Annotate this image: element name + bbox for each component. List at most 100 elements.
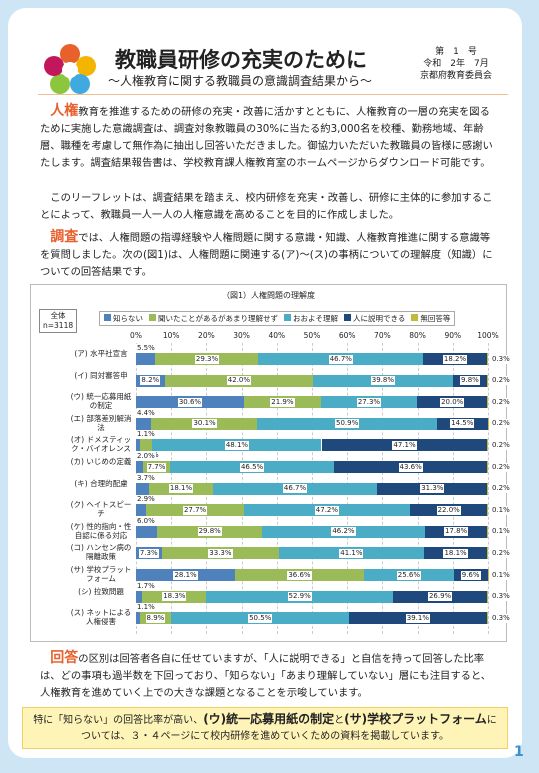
value-label: 1.7%	[136, 581, 156, 591]
value-label: 46.7%	[282, 484, 308, 494]
legend: 知らない 聞いたことがあるがあまり理解せず おおよそ理解 人に説明できる 無回答等	[99, 311, 456, 326]
n-label: n=3118	[43, 321, 74, 330]
paragraph: 人権教育を推進するための研修の充実・改善に活かすとともに、人権教育の一層の充実を…	[40, 103, 500, 172]
value-label: 36.6%	[287, 570, 312, 580]
paragraph: 回答の区別は回答者各自に任せていますが、「人に説明できる」と自信を持って回答した…	[40, 650, 500, 702]
bar-segment	[486, 353, 488, 365]
emphasis: (ウ)統一応募用紙の制定	[203, 712, 335, 726]
value-label: 0.2%	[491, 462, 511, 472]
text: このリーフレットは、調査結果を踏まえ、校内研修を充実・改善し、研修に主体的に参加…	[40, 192, 493, 221]
legend-swatch	[284, 314, 291, 321]
value-label: 18.1%	[168, 484, 194, 494]
total-box: 全体 n=3118	[39, 309, 78, 333]
value-label: 0.2%	[491, 548, 511, 558]
value-label: 47.2%	[314, 505, 340, 515]
value-label: 48.1%	[224, 440, 250, 450]
total-label: 全体	[50, 311, 66, 320]
x-tick-label: 60%	[338, 331, 356, 340]
x-tick-label: 70%	[374, 331, 391, 340]
grid-line	[488, 343, 489, 634]
legend-swatch	[104, 314, 111, 321]
category-label: (ク) ヘイトスピーチ	[70, 500, 132, 519]
subtitle: ～人権教育に関する教職員の意識調査結果から～	[108, 74, 373, 88]
bar-segment	[487, 482, 488, 495]
bar-segment	[487, 590, 489, 603]
value-label: 14.5%	[450, 419, 475, 429]
category-label: (エ) 部落差別解消法	[70, 413, 132, 432]
legend-item: 人に説明できる	[344, 313, 405, 324]
value-label: 0.2%	[491, 419, 511, 429]
org: 京都府教育委員会	[420, 71, 493, 81]
bar-segment	[136, 525, 158, 538]
value-label: 17.8%	[443, 527, 469, 537]
value-label: 0.3%	[491, 592, 511, 602]
bar-segment	[136, 612, 140, 625]
chart-title: （図1）人権問題の理解度	[221, 291, 316, 300]
legend-swatch	[344, 314, 351, 321]
text: 教育を推進するための研修の充実・改善に活かすとともに、人権教育の一層の充実を図る…	[40, 106, 493, 169]
value-label: 33.3%	[208, 548, 233, 558]
value-label: 43.6%	[398, 462, 423, 472]
x-tick-label: 40%	[268, 331, 286, 340]
value-label: 2.9%	[136, 495, 156, 505]
value-label: 0.1%	[491, 527, 511, 537]
category-label: (ア) 水平社宣言	[74, 349, 128, 358]
text: については、３・４ページにて校内研修を進めていくための資料を掲載しています。	[81, 715, 497, 742]
legend-item: 知らない	[104, 313, 143, 324]
value-label: 18.3%	[162, 592, 187, 602]
category-label: (オ) ドメスティック・バイオレンス	[70, 435, 132, 454]
value-label: 8.9%	[145, 613, 166, 623]
value-label: 20.0%	[440, 397, 465, 407]
legend-label: おおよそ理解	[293, 314, 338, 323]
date: 令和 2年 7月	[423, 59, 489, 69]
emphasis: (サ)学校プラットフォーム	[344, 712, 487, 726]
legend-label: 聞いたことがあるがあまり理解せず	[158, 314, 278, 323]
legend-label: 無回答等	[420, 314, 451, 323]
value-label: 8.2%	[140, 376, 161, 386]
value-label: 9.6%	[460, 570, 481, 580]
x-tick-label: 80%	[409, 331, 426, 340]
bar-segment	[136, 482, 150, 495]
value-label: 31.3%	[420, 484, 445, 494]
bar-segment	[487, 374, 488, 387]
legend-item: 聞いたことがあるがあまり理解せず	[149, 313, 278, 324]
x-tick-label: 0%	[130, 331, 142, 340]
value-label: 41.1%	[339, 548, 364, 558]
bar-segment	[136, 461, 144, 473]
value-label: 39.8%	[370, 376, 395, 386]
issue: 第 1 号	[435, 47, 477, 57]
value-label: 5.5%	[136, 344, 156, 353]
value-label: 21.9%	[270, 397, 295, 407]
paragraph: 調査では、人権問題の指導経験や人権問題に関する意識・知識、人権教育推進に関する意…	[40, 229, 500, 281]
x-tick-label: 90%	[444, 331, 462, 340]
x-tick-label: 30%	[233, 331, 250, 340]
legend-item: おおよそ理解	[284, 313, 338, 324]
issue-info: 第 1 号令和 2年 7月 京都府教育委員会	[420, 46, 492, 82]
text: と	[334, 715, 345, 726]
paragraph: このリーフレットは、調査結果を踏まえ、校内研修を充実・改善し、研修に主体的に参加…	[40, 190, 500, 224]
value-label: 0.2%	[491, 376, 511, 386]
category-label: (サ) 学校プラットフォーム	[70, 565, 132, 583]
category-label: (シ) 拉致問題	[78, 586, 124, 596]
category-label: (ウ) 統一応募用紙の制定	[70, 392, 132, 411]
legend-label: 知らない	[113, 314, 143, 323]
value-label: 46.7%	[328, 354, 353, 364]
lead: 回答	[50, 650, 79, 666]
category-label: (カ) いじめの定義	[70, 457, 132, 466]
value-label: 47.1%	[392, 440, 417, 450]
value-label: 50.5%	[248, 613, 273, 623]
bar-segment	[136, 590, 142, 603]
value-label: 22.0%	[436, 505, 461, 515]
bar-segment	[136, 439, 140, 452]
value-label: 0.3%	[491, 354, 511, 364]
category-label: (キ) 合理的配慮	[74, 478, 128, 488]
logo	[44, 44, 96, 94]
category-label: (ケ) 性的指向・性自認に係る対応	[70, 521, 132, 540]
value-label: 29.8%	[197, 527, 222, 537]
x-tick-label: 20%	[198, 331, 215, 340]
value-label: 46.5%	[239, 462, 265, 472]
value-label: 7.7%	[146, 462, 167, 472]
legend-label: 人に説明できる	[353, 314, 406, 323]
bar-segment	[487, 547, 488, 560]
